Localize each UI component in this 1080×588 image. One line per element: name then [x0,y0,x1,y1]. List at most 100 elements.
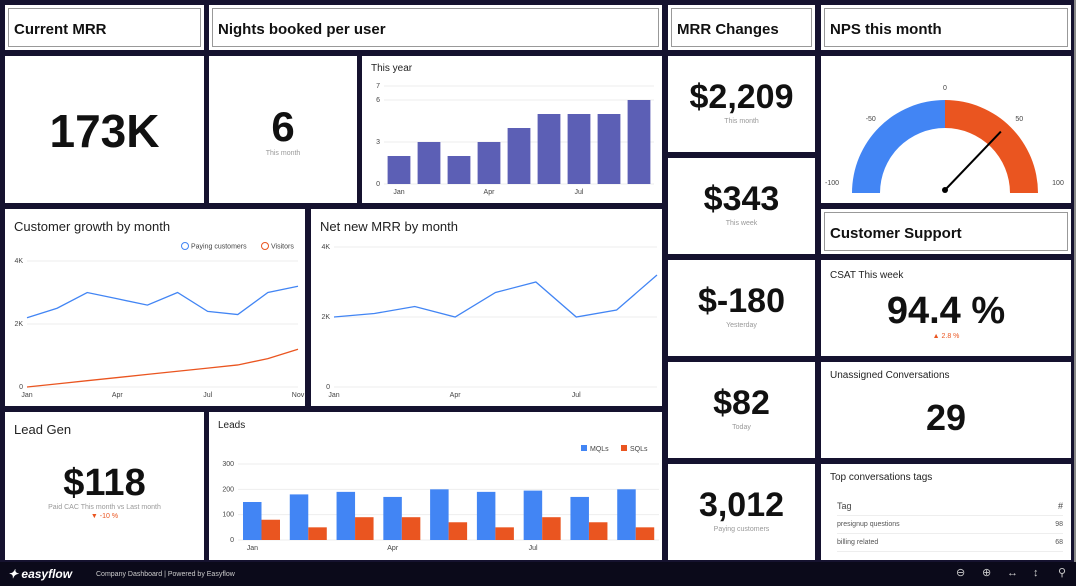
legend-marker [261,242,269,250]
kpi-label: Today [732,424,751,431]
legend-label: SQLs [630,446,648,453]
kpi-value: 94.4 % [886,290,1006,332]
column-header: Tag [837,498,1038,516]
mrr-change-tile: $-180 Yesterday [668,260,815,356]
bar [567,114,591,184]
mrr-change-tile: 3,012 Paying customers [668,464,815,560]
customer-growth-chart: Customer growth by month 0 2K 4K Jan Apr Jul No… [5,209,305,406]
header-title: Nights booked per user [218,21,386,38]
mrr-change-tile: $343 This week [668,158,815,254]
x-tick-label: Apr [112,392,124,399]
x-tick-label: Nov [292,392,305,399]
zoom-in-icon[interactable]: ⊕ [982,567,992,579]
gauge-tick-label: -50 [866,116,876,123]
mrr-change-tile: $2,209 This month [668,56,815,152]
gauge-tick-label: 100 [1052,180,1064,187]
bar [477,142,501,184]
kpi-value: $2,209 [689,78,794,116]
bar [447,156,471,184]
legend-marker [181,242,189,250]
zoom-out-icon[interactable]: ⊖ [956,567,966,579]
header-current-mrr: Current MRR [5,5,204,50]
x-tick-label: Jan [393,189,404,196]
header-title: Current MRR [14,21,107,38]
header-nights: Nights booked per user [209,5,662,50]
kpi-delta: ▲ 2.8 % [932,333,960,340]
bar [355,517,374,540]
lead-gen-tile: Lead Gen $118 Paid CAC This month vs Last … [5,412,204,560]
gauge-tick-label: -100 [825,180,839,187]
logo-text: easyflow [21,567,73,581]
chart-title: Leads [218,420,246,431]
tile-title: Top conversations tags [830,472,933,483]
chart-title: Customer growth by month [14,219,171,234]
bar [507,128,531,184]
tag-name: presignup questions [837,515,1038,534]
csat-tile: CSAT This week 94.4 % ▲ 2.8 % [821,260,1071,356]
series-line [26,348,299,388]
tags-tile: Top conversations tags Tag # presignup qu… [821,464,1071,560]
legend-label: MQLs [590,446,609,453]
y-tick-label: 200 [222,486,234,493]
kpi-delta: ▼ -10 % [90,513,119,520]
bar [308,527,327,540]
header-title: MRR Changes [677,21,779,38]
bar [537,114,561,184]
leads-chart: Leads 0 100 200 300 Jan Apr Jul MQLs SQLs [209,412,662,560]
header-title: Customer Support [830,225,962,242]
bar [261,519,280,540]
kpi-value: $343 [703,180,780,218]
fit-width-icon[interactable]: ↔ [1007,567,1018,579]
x-tick-label: Apr [450,392,462,399]
x-tick-label: Jan [247,545,258,552]
header-title: NPS this month [830,21,942,38]
gauge-tick-label: 0 [943,85,947,92]
mrr-change-tile: $82 Today [668,362,815,458]
nps-gauge-tile: -100 -50 0 50 100 [821,56,1071,203]
footer-caption: Company Dashboard | Powered by Easyflow [96,571,235,578]
kpi-value: 29 [925,397,967,438]
kpi-value: 6 [271,103,295,150]
gauge-needle [944,130,1002,191]
chart-title: Net new MRR by month [320,219,458,234]
x-tick-label: Jan [328,392,339,399]
y-tick-label: 3 [376,139,380,146]
gauge-band [852,100,945,193]
bar [417,142,441,184]
y-tick-label: 0 [376,181,380,188]
net-new-mrr-chart: Net new MRR by month 0 2K 4K Jan Apr Jul [311,209,662,406]
x-tick-label: Jul [572,392,581,399]
tag-count: 98 [1037,515,1063,534]
y-tick-label: 100 [222,512,234,519]
gauge-band [945,100,1038,193]
kpi-label: This week [725,220,758,227]
y-tick-label: 2K [14,321,23,328]
y-tick-label: 0 [19,384,23,391]
series-line [26,285,299,319]
bar [336,491,356,540]
bar [588,522,608,540]
current-mrr-tile: 173K [5,56,204,203]
gauge-hub [942,187,948,193]
kpi-value: 3,012 [698,486,785,524]
bar [476,491,496,540]
kpi-label: This month [265,150,301,157]
table-row[interactable]: billing related 68 [837,533,1063,552]
kpi-value: 173K [49,105,160,157]
gauge-tick-label: 50 [1015,116,1023,123]
x-tick-label: Apr [387,545,399,552]
y-tick-label: 7 [376,83,380,90]
kpi-label: This month [724,118,759,125]
chart-title: This year [371,63,413,74]
x-tick-label: Jul [203,392,212,399]
kpi-value: $82 [713,384,770,422]
bar-chart: 0 3 6 7 Jan Apr Jul [376,83,654,196]
pin-icon[interactable]: ⚲ [1058,567,1067,579]
bar [570,496,589,540]
tags-table: Tag # presignup questions 98 billing relat… [837,498,1063,552]
fit-height-icon[interactable]: ↕ [1033,567,1039,579]
table-row[interactable]: presignup questions 98 [837,515,1063,534]
kpi-value: $118 [63,462,146,504]
y-tick-label: 0 [326,384,330,391]
bar [401,517,421,540]
